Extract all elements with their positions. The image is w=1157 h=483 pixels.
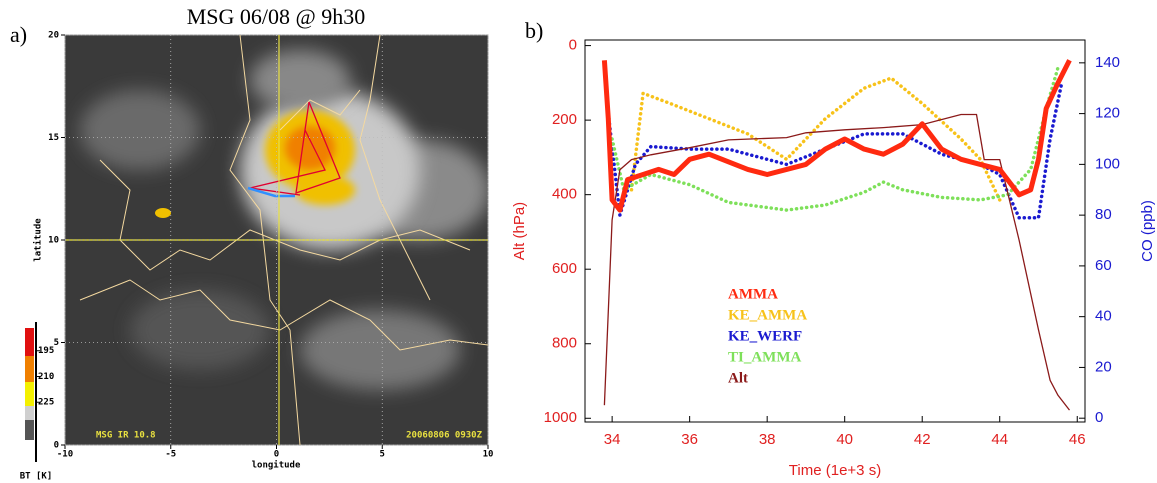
series-line (629, 76, 1002, 202)
y-tick-label: 10 (48, 236, 59, 246)
x-axis-label: longitude (252, 460, 301, 471)
panel-label: b) (525, 18, 543, 43)
x-tick-label: 42 (914, 431, 931, 448)
y2-tick-label: 100 (1095, 155, 1120, 172)
y-tick-label: 800 (552, 335, 577, 352)
panel-a: a) MSG 06/08 @ 9h30 longitude latitude M… (10, 4, 493, 481)
panel-label: a) (10, 22, 27, 47)
legend-entry: Alt (728, 370, 748, 386)
clouds (79, 35, 488, 445)
x-tick-label: 46 (1069, 431, 1086, 448)
y-tick-label: 20 (48, 31, 59, 41)
y2-tick-label: 40 (1095, 308, 1112, 325)
y2-tick-label: 60 (1095, 257, 1112, 274)
series-line (603, 113, 1071, 411)
y-axis-label: Alt (hPa) (511, 202, 528, 260)
x-tick-label: -5 (165, 450, 176, 460)
y2-tick-label: 20 (1095, 358, 1112, 375)
x-tick-label: 34 (604, 431, 621, 448)
colorbar-tick-label: 195 (38, 346, 54, 356)
colorbar-segment (25, 406, 34, 420)
plot-frame (584, 39, 1086, 423)
y-tick-label: 0 (569, 37, 577, 54)
y-tick-label: 5 (54, 338, 59, 348)
y-tick-label: 1000 (544, 409, 577, 426)
map-title: MSG 06/08 @ 9h30 (187, 4, 366, 29)
y-tick-label: 400 (552, 186, 577, 203)
x-tick-label: 44 (991, 431, 1008, 448)
colorbar-segment (25, 356, 34, 382)
legend-entry: TI_AMMA (728, 349, 801, 365)
y-tick-label: 200 (552, 111, 577, 128)
y-tick-label: 15 (48, 133, 59, 143)
y2-axis-label: CO (ppb) (1139, 200, 1156, 262)
x-axis-label: Time (1e+3 s) (789, 462, 881, 479)
series-line (601, 59, 1072, 213)
image-label: 20060806 0930Z (406, 431, 482, 441)
x-tick-label: -10 (57, 450, 73, 460)
series-line (610, 66, 1060, 212)
image-label: MSG IR 10.8 (96, 431, 156, 441)
y2-tick-label: 80 (1095, 206, 1112, 223)
colorbar-label: BT [K] (20, 472, 53, 482)
x-tick-label: 38 (759, 431, 776, 448)
legend-entry: AMMA (728, 286, 778, 302)
y2-tick-label: 0 (1095, 409, 1103, 426)
colorbar-segment (25, 382, 34, 406)
colorbar-segment (25, 420, 34, 440)
y2-tick-label: 120 (1095, 105, 1120, 122)
colorbar-tick-label: 225 (38, 398, 54, 408)
y-tick-label: 0 (54, 441, 59, 451)
y-tick-label: 600 (552, 260, 577, 277)
x-tick-label: 0 (274, 450, 279, 460)
legend-entry: KE_AMMA (728, 307, 807, 323)
x-tick-label: 10 (483, 450, 494, 460)
colorbar-segment (25, 328, 34, 356)
colorbar-tick-label: 210 (38, 372, 54, 382)
x-tick-label: 40 (836, 431, 853, 448)
y2-tick-label: 140 (1095, 54, 1120, 71)
panel-b: b) Time (1e+3 s) Alt (hPa) CO (ppb) 34 36… (511, 18, 1156, 479)
y-axis-label: latitude (33, 218, 44, 262)
legend-entry: KE_WERF (728, 328, 802, 344)
x-tick-label: 36 (681, 431, 698, 448)
x-tick-label: 5 (380, 450, 385, 460)
